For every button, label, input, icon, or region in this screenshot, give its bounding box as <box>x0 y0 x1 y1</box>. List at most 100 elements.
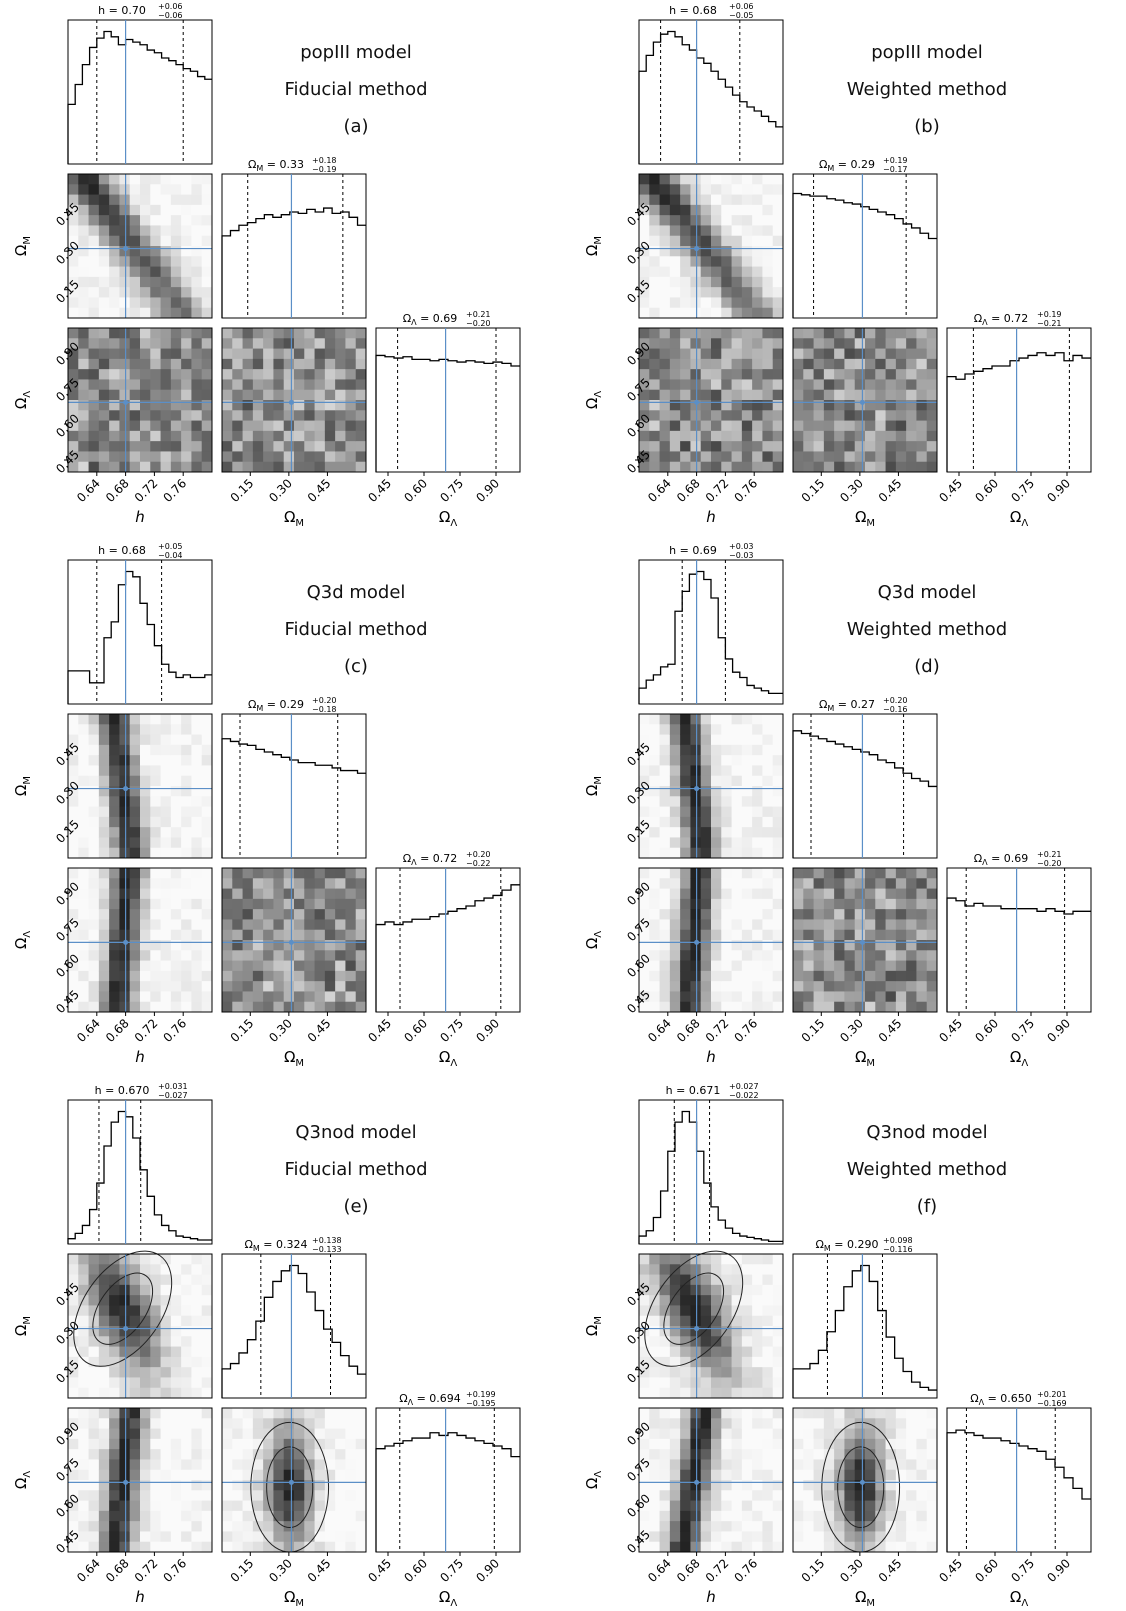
density-cell <box>88 1531 100 1543</box>
density-cell <box>294 981 305 992</box>
density-cell <box>181 1510 192 1522</box>
density-cell <box>741 184 753 196</box>
density-cell <box>700 1295 712 1306</box>
density-cell <box>680 1377 691 1389</box>
density-cell <box>201 1490 213 1502</box>
density-cell <box>181 1346 192 1358</box>
panel-model-label: Q3d model <box>307 582 406 603</box>
density-cell <box>160 898 172 910</box>
density-cell <box>659 441 671 452</box>
density-cell <box>926 1541 938 1553</box>
density-cell <box>345 420 357 432</box>
density-cell <box>803 940 815 951</box>
density-cell <box>731 806 743 818</box>
density-cell <box>793 338 804 350</box>
density-cell <box>355 358 367 370</box>
density-cell <box>170 358 182 370</box>
density-cell <box>273 410 285 422</box>
density-cell <box>793 981 804 992</box>
density-cell <box>191 1469 203 1481</box>
density-cell <box>772 1438 784 1450</box>
density-cell <box>345 1510 357 1522</box>
x-tick-label: 0.15 <box>799 476 828 505</box>
density-cell <box>772 1469 784 1481</box>
density-cell <box>68 714 79 725</box>
density-cell <box>875 919 887 931</box>
density-cell <box>844 898 856 910</box>
density-cell <box>639 441 650 452</box>
density-cell <box>304 348 316 360</box>
density-cell <box>355 338 367 350</box>
density-cell <box>762 410 774 422</box>
density-cell <box>160 235 172 247</box>
density-cell <box>762 888 774 900</box>
x-tick-label: 0.45 <box>936 1556 965 1585</box>
density-cell <box>690 1356 702 1368</box>
density-cell <box>680 929 691 941</box>
density-cell <box>181 898 192 910</box>
density-cell <box>690 184 702 196</box>
density-cell <box>78 338 90 350</box>
density-cell <box>721 734 733 746</box>
density-cell <box>906 410 917 422</box>
density-cell <box>68 940 79 951</box>
density-cell <box>639 225 650 237</box>
density-cell <box>659 307 671 319</box>
density-cell <box>752 837 763 849</box>
density-cell <box>721 1377 733 1389</box>
density-cell <box>680 837 691 849</box>
density-cell <box>201 358 213 370</box>
density-cell <box>109 775 120 787</box>
density-cell <box>222 981 233 992</box>
density-cell <box>731 1449 743 1460</box>
density-cell <box>181 204 192 216</box>
density-cell <box>885 400 897 411</box>
density-cell <box>639 827 650 838</box>
density-cell <box>711 348 722 360</box>
density-cell <box>191 960 203 972</box>
density-cell <box>823 1490 835 1502</box>
density-cell <box>895 1480 907 1491</box>
density-cell <box>150 940 162 951</box>
density-cell <box>926 328 938 339</box>
density-cell <box>222 1428 233 1440</box>
density-cell <box>201 991 213 1003</box>
y-axis-label: ΩΛ <box>12 391 33 409</box>
density-cell <box>690 734 702 746</box>
density-cell <box>659 461 671 473</box>
density-cell <box>201 215 213 226</box>
density-cell <box>690 765 702 777</box>
density-cell <box>926 981 938 992</box>
density-cell <box>906 919 917 931</box>
density-cell <box>68 1521 79 1532</box>
density-cell <box>98 888 110 900</box>
density-cell <box>181 1305 192 1317</box>
density-cell <box>823 1438 835 1450</box>
density-cell <box>772 307 784 319</box>
density-cell <box>680 1264 691 1276</box>
density-cell <box>201 1438 213 1450</box>
density-cell <box>119 1315 131 1327</box>
density-cell <box>844 991 856 1003</box>
density-cell <box>854 940 866 951</box>
density-cell <box>803 1541 815 1553</box>
density-cell <box>201 338 213 350</box>
density-cell <box>109 441 120 452</box>
density-cell <box>721 276 733 288</box>
density-cell <box>88 714 100 725</box>
density-cell <box>762 369 774 380</box>
density-cell <box>752 348 763 360</box>
density-cell <box>711 868 722 879</box>
density-cell <box>680 796 691 808</box>
density-cell <box>926 451 938 463</box>
density-cell <box>201 1367 213 1378</box>
density-cell <box>191 796 203 808</box>
density-cell <box>170 225 182 237</box>
truth-point <box>694 246 700 252</box>
density-cell <box>669 868 681 879</box>
density-cell <box>639 1500 650 1512</box>
density-cell <box>170 1346 182 1358</box>
density-cell <box>109 276 120 288</box>
density-cell <box>150 837 162 849</box>
